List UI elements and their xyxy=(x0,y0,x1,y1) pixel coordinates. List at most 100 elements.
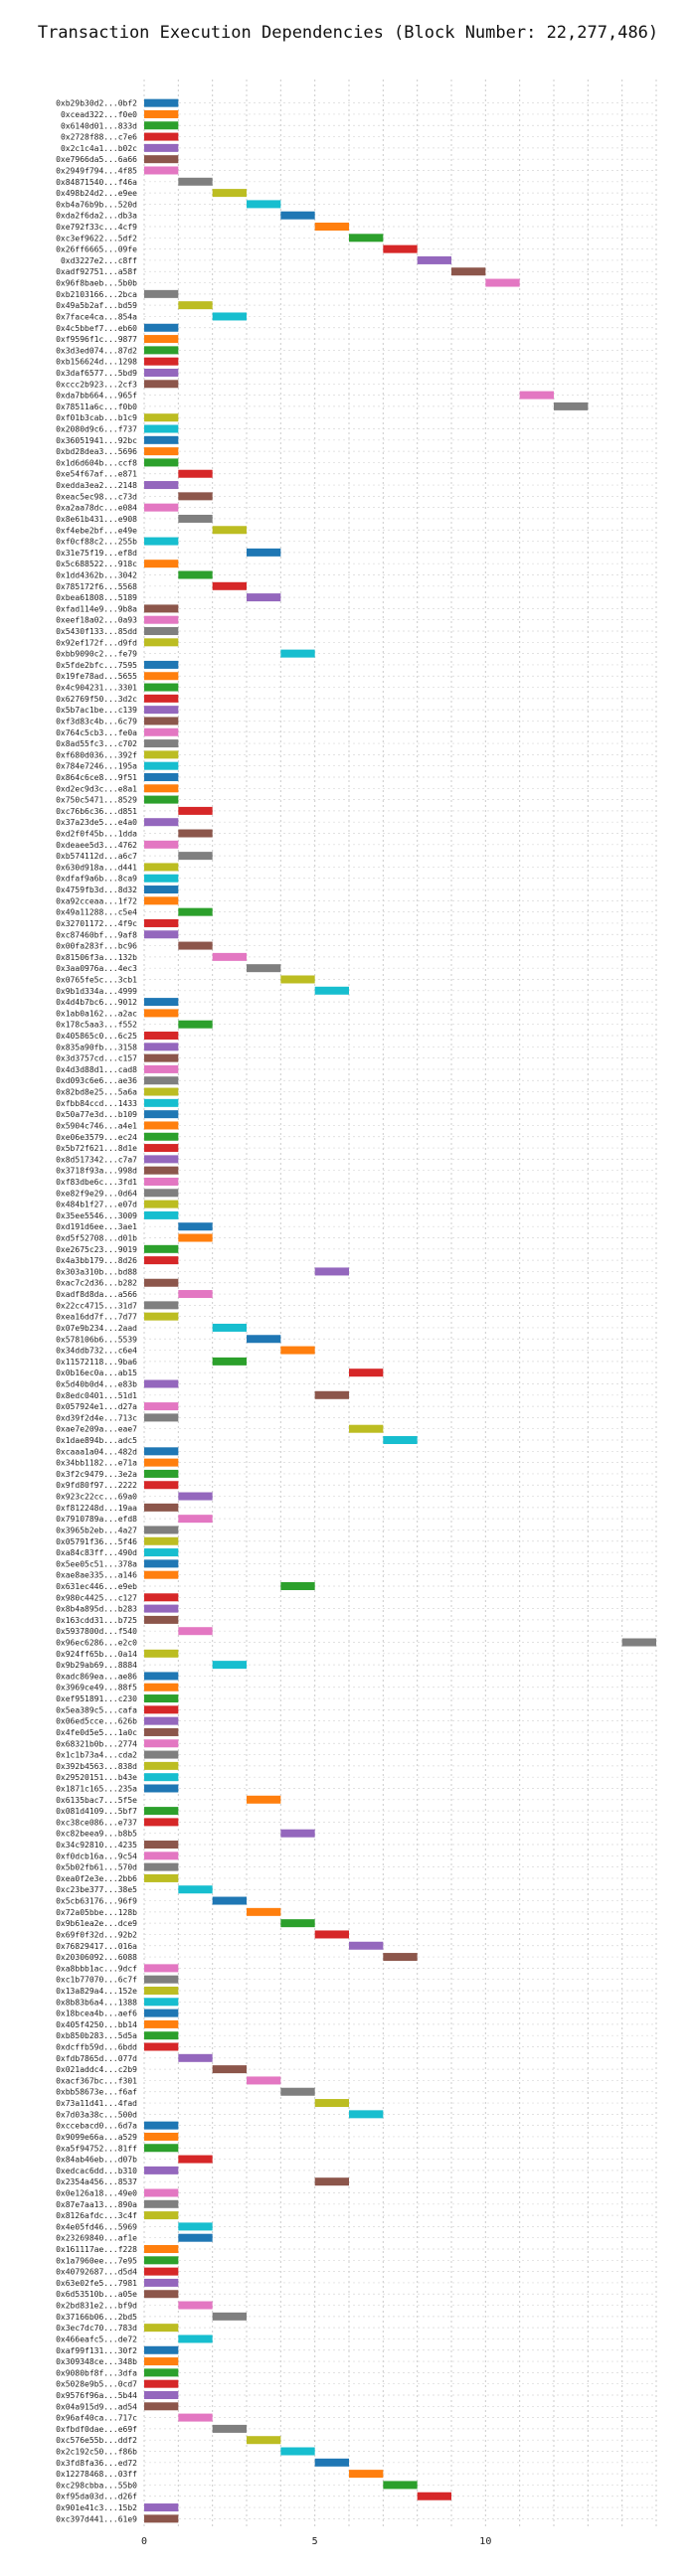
y-tick-label: 0x484b1f27...e07d xyxy=(56,1201,137,1209)
y-tick-label: 0x901e41c3...15b2 xyxy=(56,2503,137,2512)
y-tick-label: 0x8b4a895d...b283 xyxy=(56,1605,137,1614)
transaction-bar xyxy=(144,1458,179,1467)
y-tick-label: 0x3d3757cd...c157 xyxy=(56,1054,137,1063)
y-tick-label: 0x9576f96a...5b44 xyxy=(56,2391,137,2400)
transaction-bar xyxy=(144,1481,179,1490)
transaction-bar xyxy=(144,2267,179,2276)
y-tick-label: 0x87e7aa13...890a xyxy=(56,2200,137,2209)
y-tick-label: 0x3fd8fa36...ed72 xyxy=(56,2459,137,2468)
transaction-bar xyxy=(144,1548,179,1557)
y-tick-label: 0x4c5bbef7...eb60 xyxy=(56,324,137,333)
y-tick-label: 0x6140d01...833d xyxy=(61,121,137,130)
y-tick-label: 0x3d3ed074...87d2 xyxy=(56,346,137,355)
transaction-bar xyxy=(144,694,179,703)
y-tick-label: 0x07e9b234...2aad xyxy=(56,1324,137,1333)
transaction-bar xyxy=(144,1593,179,1602)
y-tick-label: 0x96f8baeb...5b0b xyxy=(56,279,137,288)
transaction-bar xyxy=(144,772,179,781)
transaction-bar xyxy=(144,1683,179,1691)
y-tick-label: 0xf95da03d...d26f xyxy=(56,2493,137,2501)
y-tick-label: 0x22cc4715...31d7 xyxy=(56,1301,137,1310)
transaction-bar xyxy=(144,2031,179,2040)
y-tick-label: 0xf3d83c4b...6c79 xyxy=(56,717,137,725)
transaction-bar xyxy=(144,1043,179,1051)
transaction-bar xyxy=(349,2470,384,2479)
y-tick-label: 0x35ee5546...3009 xyxy=(56,1211,137,1220)
y-tick-label: 0x392b4563...838d xyxy=(56,1762,137,1771)
transaction-bar xyxy=(144,2514,179,2523)
y-tick-label: 0x20306092...6088 xyxy=(56,1953,137,1962)
transaction-bar xyxy=(144,1053,179,1062)
transaction-bar xyxy=(144,503,179,512)
transaction-bar xyxy=(178,2334,213,2343)
transaction-bar xyxy=(144,2390,179,2399)
transaction-bar xyxy=(144,874,179,883)
y-tick-labels: 0xb29b30d2...0bf2 0xcead322...f0e0 0x6140d… xyxy=(56,99,137,2524)
y-tick-label: 0xc576e55b...ddf2 xyxy=(56,2436,137,2445)
y-tick-label: 0xeac5ec98...c73d xyxy=(56,492,137,501)
transaction-bar xyxy=(212,526,247,535)
transaction-bar xyxy=(417,2492,451,2500)
transaction-bar xyxy=(144,627,179,636)
y-tick-label: 0x5b72f621...8d1e xyxy=(56,1144,137,1153)
transaction-bar xyxy=(178,1492,213,1501)
y-tick-label: 0x161117ae...f228 xyxy=(56,2245,137,2254)
transaction-bar xyxy=(212,952,247,961)
transaction-bar xyxy=(247,200,281,209)
y-tick-label: 0x785172f6...5568 xyxy=(56,582,137,591)
y-tick-label: 0xd39f2d4e...713c xyxy=(56,1413,137,1422)
y-tick-label: 0xcead322...f0e0 xyxy=(61,110,137,119)
y-tick-label: 0xdfaf9a6b...8ca9 xyxy=(56,875,137,884)
transaction-bar xyxy=(144,2357,179,2366)
y-tick-label: 0xb29b30d2...0bf2 xyxy=(56,99,137,108)
y-tick-label: 0xc38ce086...e737 xyxy=(56,1818,137,1827)
transaction-bar xyxy=(144,660,179,669)
y-tick-label: 0x923c22cc...69a0 xyxy=(56,1493,137,1502)
y-tick-label: 0xc23be377...38e5 xyxy=(56,1885,137,1894)
y-tick-label: 0xb2103166...2bca xyxy=(56,290,137,299)
transaction-bar xyxy=(280,1581,315,1590)
transaction-bar xyxy=(178,1290,213,1299)
x-tick-label: 10 xyxy=(479,2536,491,2547)
transaction-bar xyxy=(178,2155,213,2164)
y-tick-label: 0x1871c165...235a xyxy=(56,1784,137,1793)
transaction-bar xyxy=(144,1312,179,1321)
transaction-bar xyxy=(144,1570,179,1579)
y-tick-label: 0x34c92810...4235 xyxy=(56,1841,137,1850)
y-tick-label: 0x06ed5cce...626b xyxy=(56,1717,137,1726)
transaction-bar xyxy=(178,907,213,916)
y-tick-label: 0x5ee05c51...378a xyxy=(56,1559,137,1568)
transaction-bar xyxy=(212,581,247,590)
y-tick-label: 0xae8ae335...a146 xyxy=(56,1571,137,1580)
transaction-bar xyxy=(178,941,213,950)
y-tick-label: 0xfdb7865d...077d xyxy=(56,2054,137,2063)
transaction-bar xyxy=(178,177,213,186)
y-tick-label: 0x4d4b7bc6...9012 xyxy=(56,998,137,1007)
transaction-bar xyxy=(383,1953,418,1962)
y-tick-label: 0x40792687...d5d4 xyxy=(56,2268,137,2277)
y-tick-label: 0x81506f3a...132b xyxy=(56,953,137,962)
y-tick-label: 0xb850b283...5d5a xyxy=(56,2031,137,2040)
y-tick-label: 0x1d6d604b...ccf8 xyxy=(56,458,137,467)
transaction-bar xyxy=(144,1716,179,1725)
y-tick-label: 0x7910789a...efd8 xyxy=(56,1515,137,1524)
y-tick-label: 0x7d03a38c...500d xyxy=(56,2110,137,2119)
transaction-bar xyxy=(144,1087,179,1096)
transaction-bar xyxy=(144,2166,179,2174)
transaction-bar xyxy=(144,1413,179,1422)
y-tick-label: 0x4a3bb179...8d26 xyxy=(56,1256,137,1265)
y-tick-label: 0x00fa283f...bc96 xyxy=(56,942,137,951)
y-tick-label: 0x18bcea4b...aef6 xyxy=(56,2010,137,2018)
transaction-bar xyxy=(314,2458,349,2467)
transaction-bar xyxy=(144,863,179,872)
transaction-bar xyxy=(144,1672,179,1681)
transaction-bar xyxy=(144,1200,179,1208)
transaction-bar xyxy=(247,548,281,557)
transaction-bar xyxy=(144,1098,179,1107)
transaction-bar xyxy=(144,155,179,164)
transaction-bar xyxy=(144,1862,179,1871)
y-tick-label: 0xa8bbb1ac...9dcf xyxy=(56,1964,137,1973)
transaction-bar xyxy=(144,1841,179,1850)
transaction-bar xyxy=(144,1469,179,1478)
transaction-bar xyxy=(144,289,179,298)
